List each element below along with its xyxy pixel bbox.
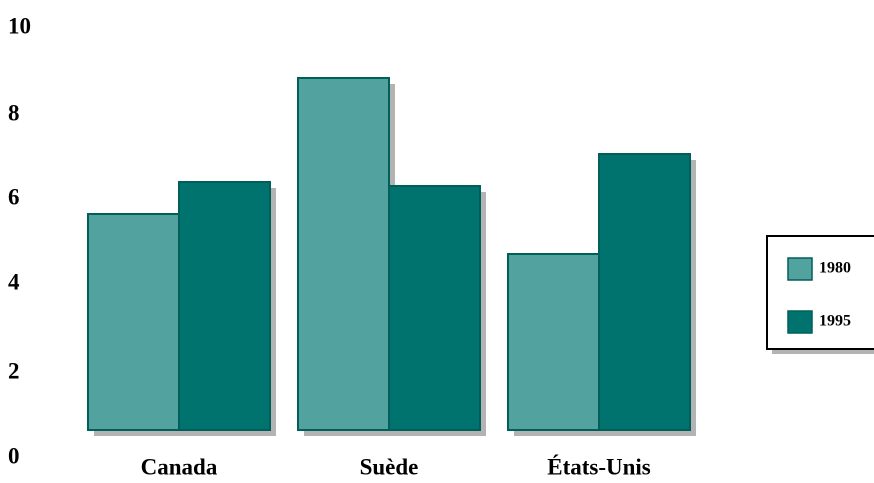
legend-entry-label: 1995	[819, 313, 851, 330]
y-tick-label: 6	[8, 184, 20, 209]
bar-1995-su-de	[388, 185, 481, 431]
bar-1980--tats-unis	[507, 253, 600, 431]
y-tick-label: 0	[8, 443, 20, 468]
x-category-label: Suède	[360, 454, 419, 479]
legend-swatch	[787, 257, 813, 281]
legend-swatch	[787, 310, 813, 334]
x-category-label: États-Unis	[547, 454, 651, 479]
y-tick-label: 2	[8, 358, 20, 383]
bars	[87, 77, 691, 431]
bar-1995-canada	[178, 181, 271, 431]
bar-1980-canada	[87, 213, 180, 431]
x-category-label: Canada	[141, 454, 218, 479]
legend: 1980 1995	[766, 235, 874, 354]
y-tick-label: 10	[8, 13, 31, 38]
legend-box	[766, 235, 874, 350]
bar-1995--tats-unis	[598, 153, 691, 431]
x-axis-labels: Canada Suède États-Unis	[141, 454, 651, 479]
legend-entry-label: 1980	[819, 260, 851, 277]
bar-1980-su-de	[297, 77, 390, 431]
y-axis-labels: 0 2 4 6 8 10	[8, 13, 31, 468]
y-tick-label: 8	[8, 100, 20, 125]
y-tick-label: 4	[8, 269, 20, 294]
